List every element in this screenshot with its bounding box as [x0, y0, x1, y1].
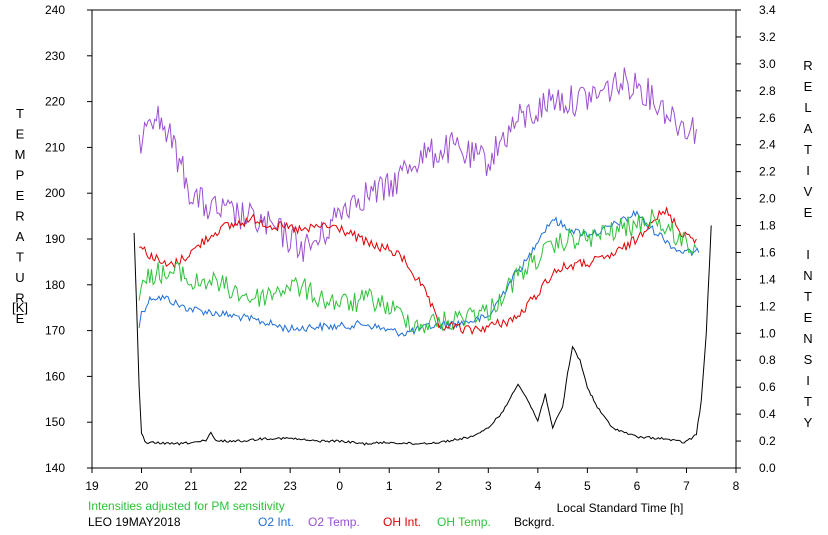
intensity-tick-label: 0.8: [759, 353, 776, 367]
plot-frame: [91, 9, 737, 469]
legend-entry: Bckgrd.: [514, 515, 555, 529]
intensity-tick-label: 2.2: [759, 165, 776, 179]
legend-entry: OH Int.: [383, 515, 421, 529]
temperature-tick-label: 220: [45, 95, 65, 109]
intensity-tick-label: 2.4: [759, 138, 776, 152]
intensity-tick-label: 1.6: [759, 245, 776, 259]
series-layer: [133, 67, 712, 446]
legend-entry: O2 Temp.: [308, 515, 360, 529]
x-tick-label: 23: [283, 479, 297, 493]
legend-entry: OH Temp.: [437, 515, 491, 529]
intensity-tick-label: 1.2: [759, 299, 776, 313]
x-tick-label: 3: [485, 479, 492, 493]
x-tick-label: 21: [184, 479, 198, 493]
series-line-o2-temp: [138, 67, 697, 262]
x-tick-label: 4: [535, 479, 542, 493]
intensity-tick-label: 0.2: [759, 434, 776, 448]
intensity-tick-label: 2.6: [759, 111, 776, 125]
x-axis: 19 20 21 22 23 0 1 2 3 4 5 6 7 8: [85, 468, 740, 493]
temperature-tick-label: 160: [45, 369, 65, 383]
intensity-axis: 0.0 0.2 0.4 0.6 0.8 1.0 1.2 1.4 1.6 1.8 2.0 2.2 2.4 2…: [736, 3, 776, 475]
temperature-tick-label: 150: [45, 415, 65, 429]
station-date: LEO 19MAY2018: [88, 515, 181, 529]
x-axis-label: Local Standard Time [h]: [557, 501, 684, 515]
x-tick-label: 8: [733, 479, 740, 493]
intensity-tick-label: 3.4: [759, 3, 776, 17]
series-line-o2-int: [138, 209, 700, 337]
intensity-tick-label: 3.2: [759, 30, 776, 44]
intensity-tick-label: 0.4: [759, 407, 776, 421]
intensity-tick-label: 0.6: [759, 380, 776, 394]
intensity-tick-label: 3.0: [759, 57, 776, 71]
x-tick-label: 5: [584, 479, 591, 493]
temperature-axis: 140 150 160 170 180 190 200 210 220 230 240: [45, 3, 92, 475]
intensity-tick-label: 1.4: [759, 272, 776, 286]
temperature-tick-label: 240: [45, 3, 65, 17]
temperature-tick-label: 140: [45, 461, 65, 475]
temperature-tick-label: 210: [45, 140, 65, 154]
x-tick-label: 2: [435, 479, 442, 493]
series-line-bckgrd: [133, 225, 712, 446]
x-tick-label: 19: [85, 479, 99, 493]
sensitivity-note: Intensities adjusted for PM sensitivity: [88, 499, 285, 513]
x-tick-label: 6: [634, 479, 641, 493]
series-line-oh-int: [139, 206, 697, 336]
temperature-tick-label: 200: [45, 186, 65, 200]
series-line-oh-temp: [138, 208, 697, 334]
intensity-tick-label: 1.8: [759, 219, 776, 233]
x-tick-label: 0: [336, 479, 343, 493]
x-tick-label: 20: [135, 479, 149, 493]
temperature-axis-unit: [K]: [12, 300, 28, 315]
x-tick-label: 7: [683, 479, 690, 493]
intensity-tick-label: 2.8: [759, 84, 776, 98]
legend-entry: O2 Int.: [258, 515, 294, 529]
x-tick-label: 22: [234, 479, 248, 493]
intensity-tick-label: 0.0: [759, 461, 776, 475]
legend: O2 Int. O2 Temp. OH Int. OH Temp. Bckgrd.: [258, 515, 555, 529]
temperature-tick-label: 190: [45, 232, 65, 246]
intensity-tick-label: 1.0: [759, 326, 776, 340]
temperature-tick-label: 170: [45, 324, 65, 338]
temperature-tick-label: 230: [45, 49, 65, 63]
temperature-tick-label: 180: [45, 278, 65, 292]
intensity-tick-label: 2.0: [759, 192, 776, 206]
x-tick-label: 1: [386, 479, 393, 493]
